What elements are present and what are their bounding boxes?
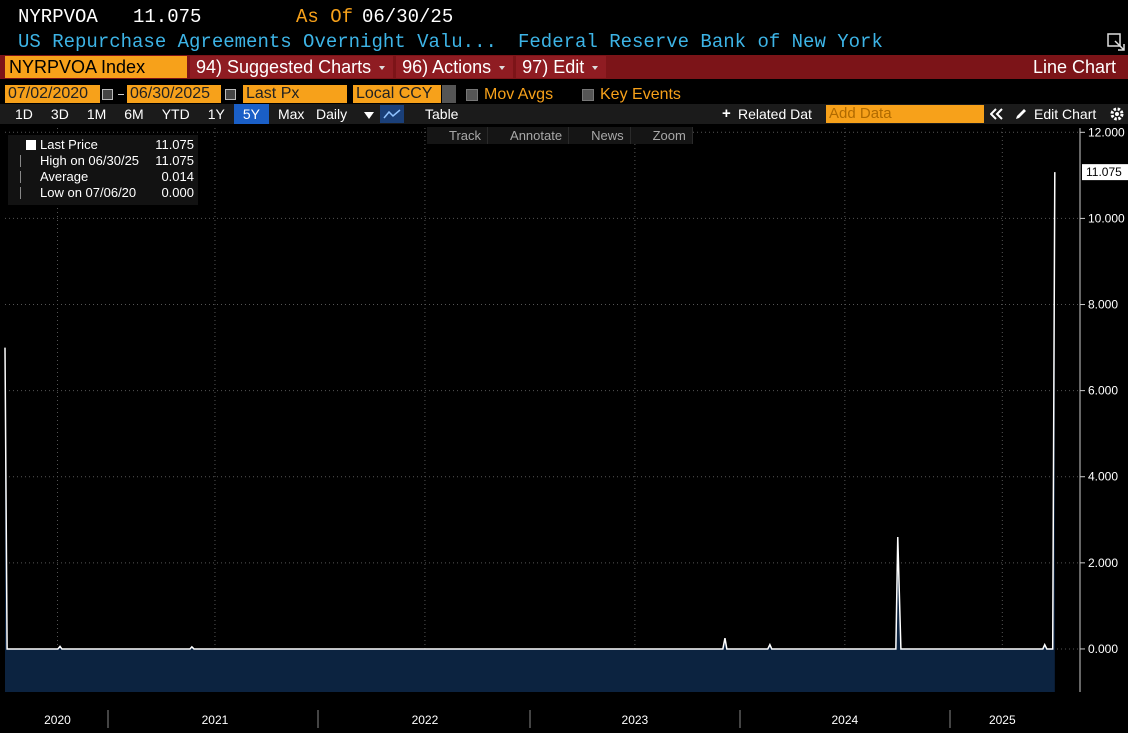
related-data[interactable]: Related Dat — [738, 106, 812, 122]
legend-value: 0.014 — [161, 169, 194, 184]
legend: Last Price 11.075 High on 06/30/25 11.075… — [8, 135, 198, 205]
last-price: 11.075 — [133, 6, 202, 28]
menu[interactable]: 96) Actions — [396, 56, 514, 78]
legend-label: High on 06/30/25 — [40, 153, 140, 168]
x-tick-label: 2025 — [989, 713, 1016, 727]
field[interactable]: Last Px — [243, 85, 347, 103]
x-tick-label: 2024 — [831, 713, 858, 727]
legend-row: Average 0.014 — [8, 169, 194, 185]
table-button[interactable]: Table — [425, 106, 459, 122]
as-of-date: 06/30/25 — [362, 6, 454, 28]
collapse-icon[interactable] — [990, 108, 1004, 120]
last-value-tag — [1082, 164, 1128, 181]
range-button[interactable]: 6M — [124, 106, 144, 122]
range-button[interactable]: 3D — [50, 106, 69, 122]
y-tick-label: 4.000 — [1088, 470, 1118, 484]
security-field[interactable]: NYRPVOA Index — [5, 56, 187, 78]
add-data[interactable]: Add Data — [826, 105, 984, 123]
plus-icon: + — [722, 105, 731, 122]
option: Mov Avgs — [484, 86, 554, 103]
gear-icon[interactable] — [1109, 106, 1125, 122]
legend-label: Last Price — [40, 137, 98, 152]
source: Federal Reserve Bank of New York — [518, 31, 883, 53]
as-of-label: As Of — [296, 6, 354, 28]
menu[interactable]: 97) Edit — [516, 56, 607, 78]
legend-value: 11.075 — [155, 153, 194, 168]
range-button[interactable]: 5Y — [233, 104, 269, 124]
legend-row: Last Price 11.075 — [8, 137, 194, 153]
x-tick-label: 2020 — [44, 713, 71, 727]
pen-icon — [1016, 109, 1026, 119]
y-tick-label: 0.000 — [1088, 642, 1118, 656]
area — [5, 172, 1055, 693]
checkbox[interactable] — [466, 89, 478, 101]
range-button[interactable]: 1Y — [207, 106, 225, 122]
y-tick-label: 8.000 — [1088, 298, 1118, 312]
year-separators — [107, 710, 951, 728]
legend-label: Low on 07/06/20 — [40, 185, 137, 200]
menu[interactable]: 94) Suggested Charts — [190, 56, 394, 78]
legend-marker — [20, 187, 21, 199]
range-button[interactable]: 1D — [15, 106, 33, 122]
edit-chart[interactable]: Edit Chart — [1034, 106, 1097, 122]
checkbox[interactable] — [582, 89, 594, 101]
description: US Repurchase Agreements Overnight Valu.… — [18, 31, 497, 53]
chart-type[interactable]: Line Chart — [1032, 57, 1116, 77]
x-tick-label: 2022 — [412, 713, 439, 727]
last-value-label: 11.075 — [1086, 165, 1122, 179]
x-tick-label: 2023 — [622, 713, 649, 727]
y-tick-label: 6.000 — [1088, 384, 1118, 398]
legend-value: 0.000 — [161, 185, 194, 200]
legend-row: Low on 07/06/20 0.000 — [8, 185, 194, 201]
legend-row: High on 06/30/25 11.075 — [8, 153, 194, 169]
chart-tool[interactable]: Zoom — [631, 127, 693, 144]
line-icon[interactable] — [380, 105, 404, 123]
legend-label: Average — [40, 169, 89, 184]
y-tick-label: 2.000 — [1088, 556, 1118, 570]
range-button[interactable]: 1M — [86, 106, 107, 122]
legend-swatch — [26, 140, 36, 150]
menus: 94) Suggested Charts 96) Actions 97) Edit — [190, 56, 609, 78]
calendar-icon[interactable] — [102, 89, 113, 100]
ticker: NYRPVOA — [18, 6, 98, 28]
line — [4, 172, 1056, 650]
ranges: 1D 3D 1M 6M YTD 1Y 5Y Max — [6, 104, 313, 124]
chart-tool[interactable]: News — [569, 127, 631, 144]
dash — [118, 94, 124, 95]
range-button[interactable]: YTD — [161, 106, 190, 122]
range-button[interactable]: Max — [277, 106, 305, 122]
frequency[interactable]: Daily — [316, 106, 348, 122]
dropdown — [364, 112, 374, 119]
option: Key Events — [600, 86, 681, 103]
chart-tool[interactable]: Annotate — [488, 127, 570, 144]
end-date[interactable]: 06/30/2025 — [127, 85, 221, 103]
legend-value: 11.075 — [155, 137, 194, 152]
dropdown[interactable] — [442, 85, 456, 103]
legend-marker — [20, 155, 21, 167]
grid — [5, 128, 1080, 692]
start-date[interactable]: 07/02/2020 — [5, 85, 100, 103]
currency[interactable]: Local CCY — [353, 85, 441, 103]
calendar-icon[interactable] — [225, 89, 236, 100]
y-tick-label: 12.000 — [1088, 125, 1125, 139]
legend-marker — [20, 171, 21, 183]
x-tick-label: 2021 — [202, 713, 229, 727]
chart-tool[interactable]: Track — [427, 127, 489, 144]
chart-tools: Track Annotate News Zoom — [427, 127, 693, 144]
y-tick-label: 10.000 — [1088, 211, 1125, 225]
export-icon[interactable] — [1106, 32, 1126, 52]
